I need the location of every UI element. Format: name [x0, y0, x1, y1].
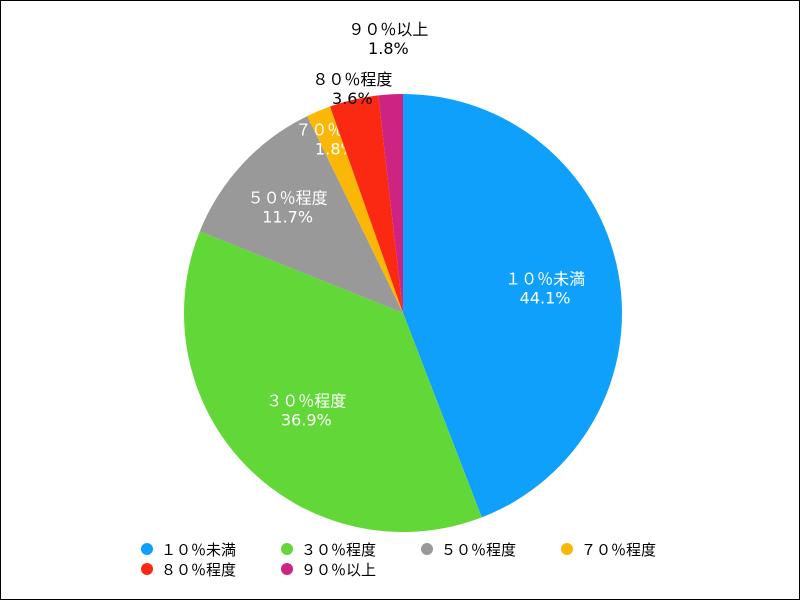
legend: １０％未満 ３０％程度 ５０％程度 ７０％程度 ８０％程度 ９０％以上	[141, 539, 701, 579]
legend-row: ８０％程度 ９０％以上	[141, 559, 701, 579]
slice-value-label: 11.7%	[262, 208, 313, 227]
legend-item-1: １０％未満	[141, 539, 281, 560]
legend-label: ５０％程度	[441, 540, 517, 559]
legend-label: ９０％以上	[301, 560, 377, 579]
pie-slice	[307, 106, 403, 313]
legend-label: ７０％程度	[581, 540, 657, 559]
slice-value-label: 36.9%	[281, 410, 332, 429]
pie-slice	[403, 94, 622, 518]
legend-label: １０％未満	[161, 540, 237, 559]
legend-item-4: ７０％程度	[561, 539, 701, 560]
slice-label: １０％未満	[505, 270, 585, 289]
slice-label: ５０％程度	[248, 189, 328, 208]
legend-dot-icon	[281, 543, 293, 555]
legend-dot-icon	[561, 543, 573, 555]
pie-slice	[330, 95, 403, 314]
slice-label: ９０％以上	[348, 20, 428, 39]
legend-item-3: ５０％程度	[421, 539, 561, 560]
legend-row: １０％未満 ３０％程度 ５０％程度 ７０％程度	[141, 539, 701, 559]
pie-slice	[378, 94, 403, 313]
slice-value-label: 44.1%	[520, 289, 571, 308]
slice-value-label: 3.6%	[332, 89, 373, 108]
slice-label: ３０％程度	[266, 391, 346, 410]
legend-item-2: ３０％程度	[281, 539, 421, 560]
legend-dot-icon	[141, 563, 153, 575]
pie-slice	[184, 231, 482, 533]
pie-slice	[199, 116, 403, 313]
legend-dot-icon	[281, 563, 293, 575]
legend-dot-icon	[421, 543, 433, 555]
slice-value-label: 1.8%	[368, 39, 409, 58]
legend-dot-icon	[141, 543, 153, 555]
legend-label: ８０％程度	[161, 560, 237, 579]
legend-item-6: ９０％以上	[281, 559, 421, 580]
legend-label: ３０％程度	[301, 540, 377, 559]
slice-label: ８０％程度	[312, 70, 392, 89]
legend-item-5: ８０％程度	[141, 559, 281, 580]
